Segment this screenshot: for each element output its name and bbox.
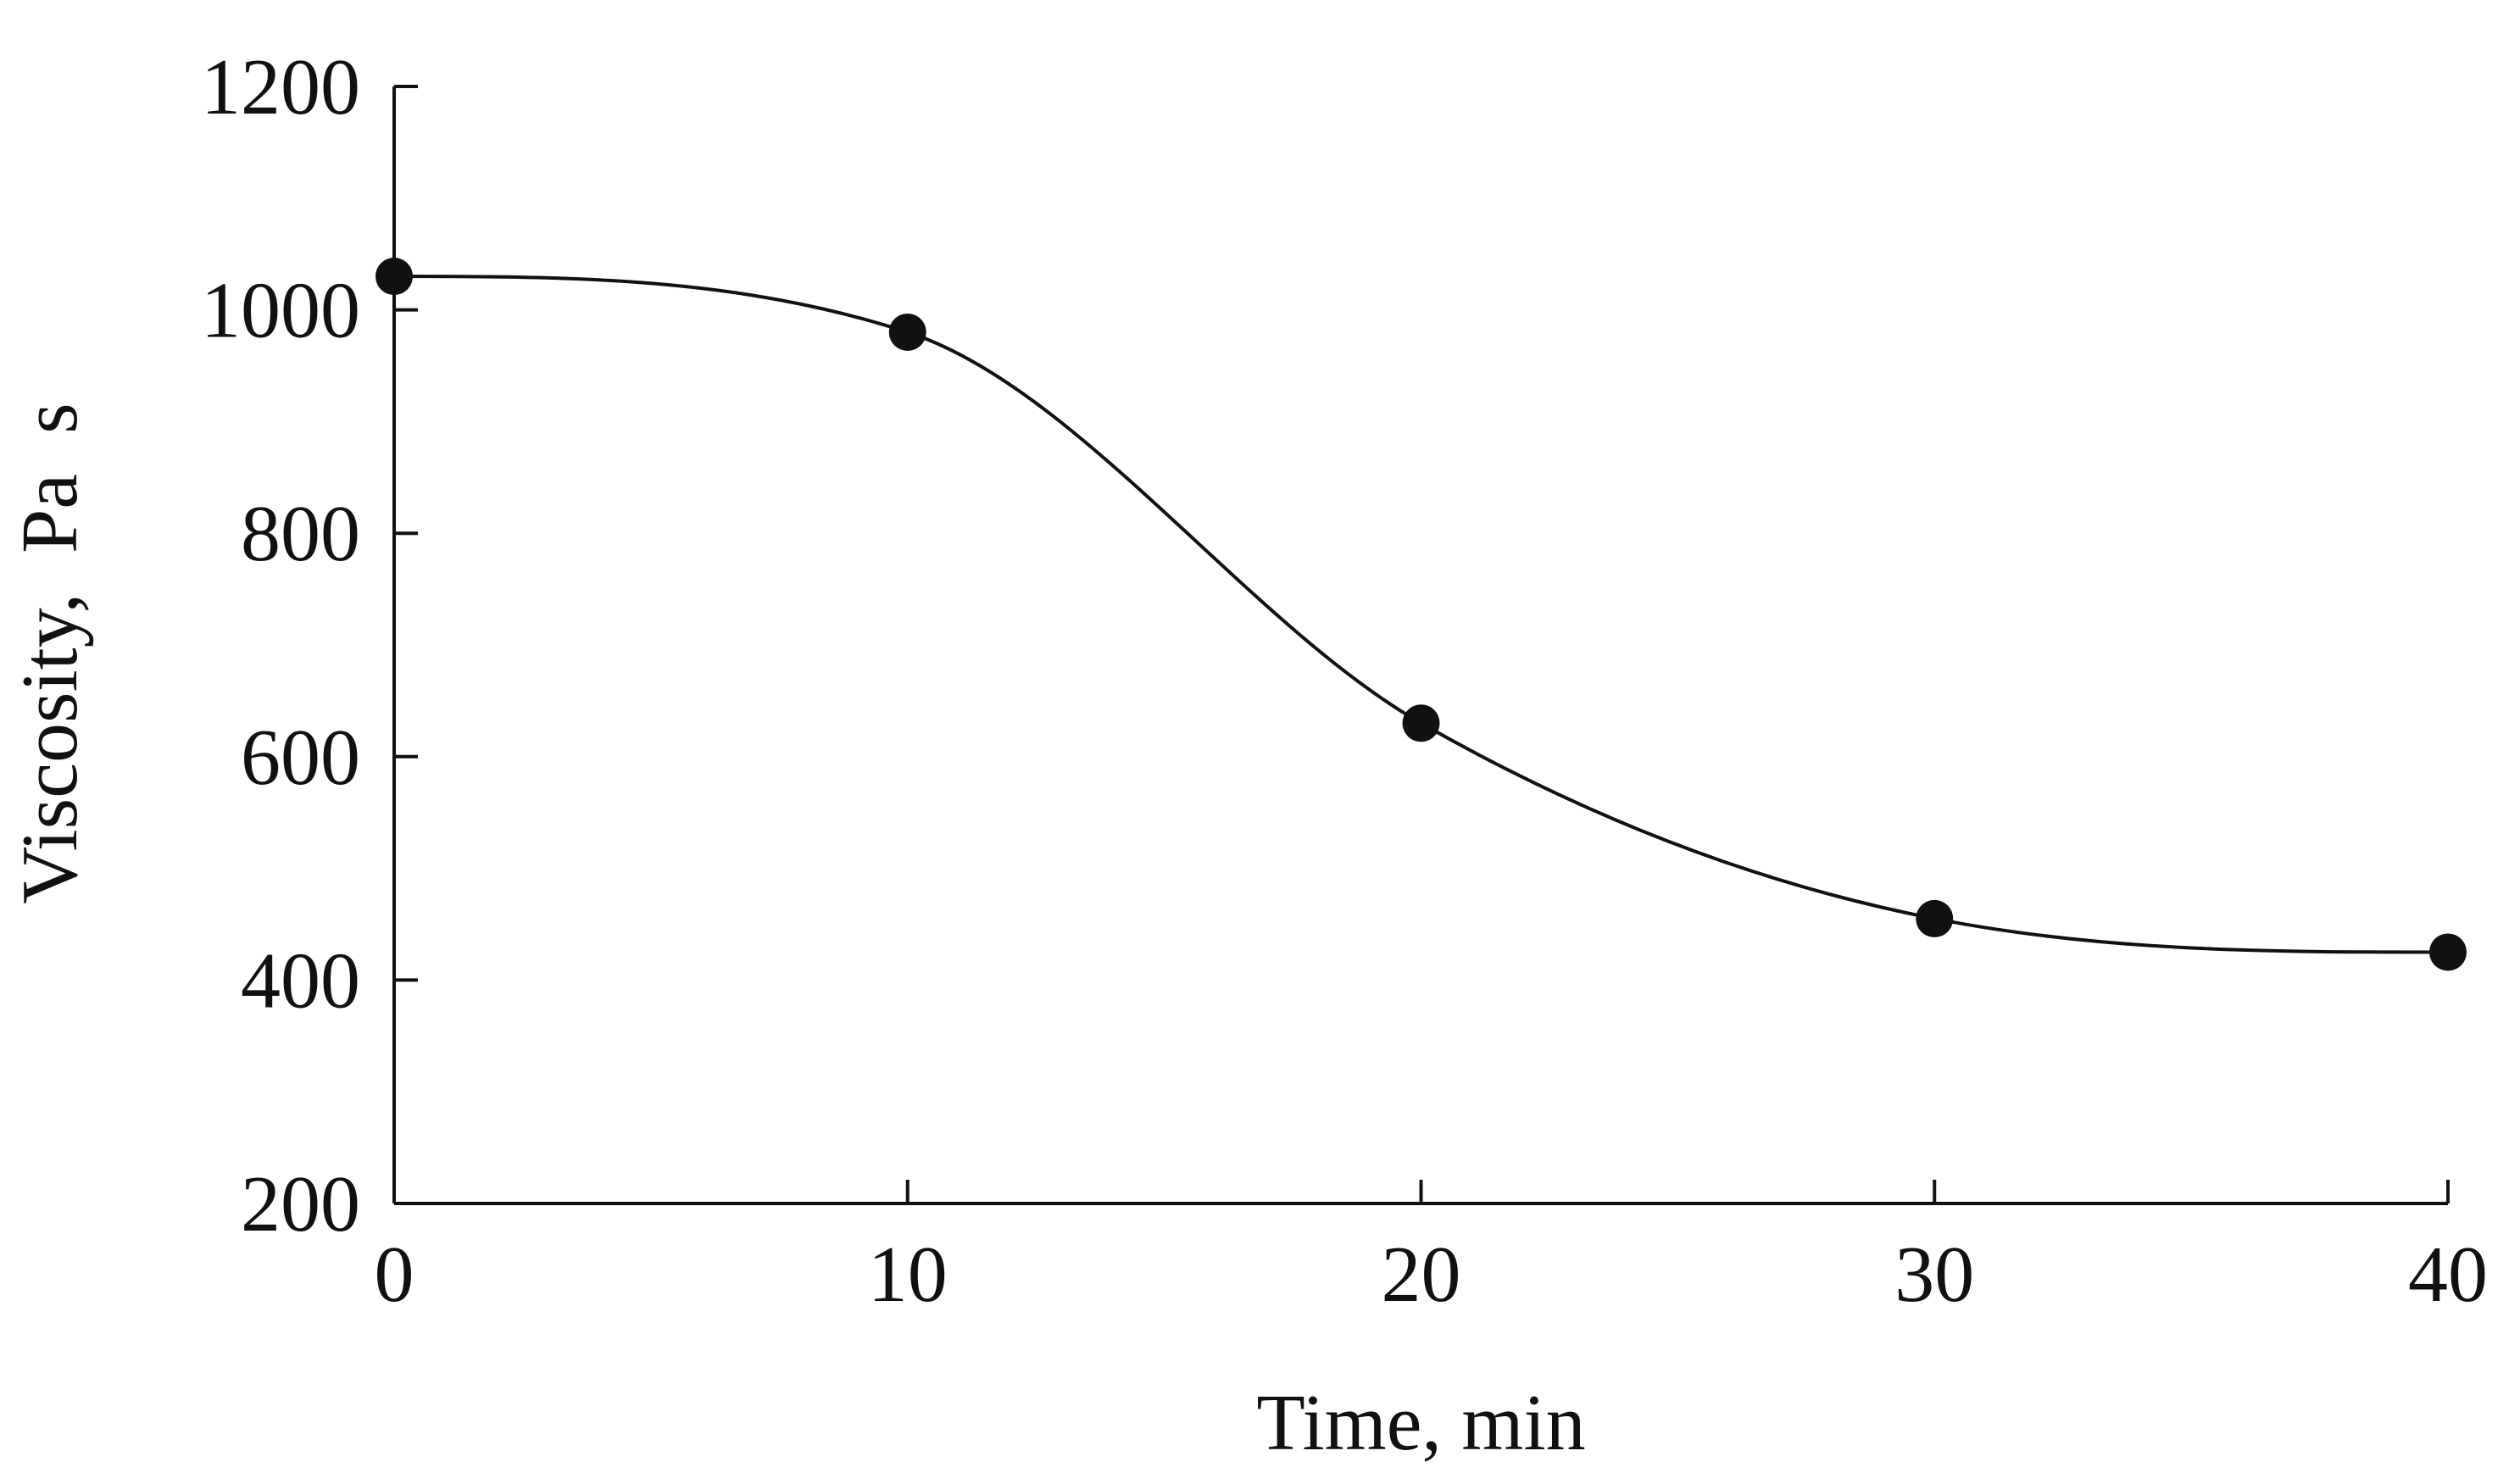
axes <box>392 86 2448 1205</box>
y-axis-title: Viscosity, Pa s <box>6 403 94 903</box>
data-point <box>375 258 413 296</box>
data-point <box>1402 704 1440 742</box>
series-line <box>393 275 2449 954</box>
x-tick-label: 40 <box>2408 1231 2488 1319</box>
x-tick-label: 20 <box>1382 1231 1461 1319</box>
y-tick-label: 800 <box>241 490 360 578</box>
y-ticks: 200 400 600 800 1000 1200 <box>201 43 418 1248</box>
y-tick-label: 400 <box>241 937 360 1025</box>
y-tick-label: 1000 <box>201 267 360 355</box>
x-tick-label: 10 <box>868 1231 948 1319</box>
x-tick-label: 30 <box>1894 1231 1974 1319</box>
y-tick-label: 200 <box>241 1160 360 1248</box>
data-point <box>1916 899 1954 937</box>
y-tick-label: 600 <box>241 714 360 802</box>
x-ticks: 0 10 20 30 40 <box>375 1180 2488 1319</box>
y-tick-label: 1200 <box>201 43 360 131</box>
x-tick-label: 0 <box>375 1231 414 1319</box>
series-group <box>375 258 2467 971</box>
data-point <box>888 313 926 351</box>
data-point <box>2429 933 2467 971</box>
x-axis-title: Time, min <box>1256 1379 1585 1467</box>
